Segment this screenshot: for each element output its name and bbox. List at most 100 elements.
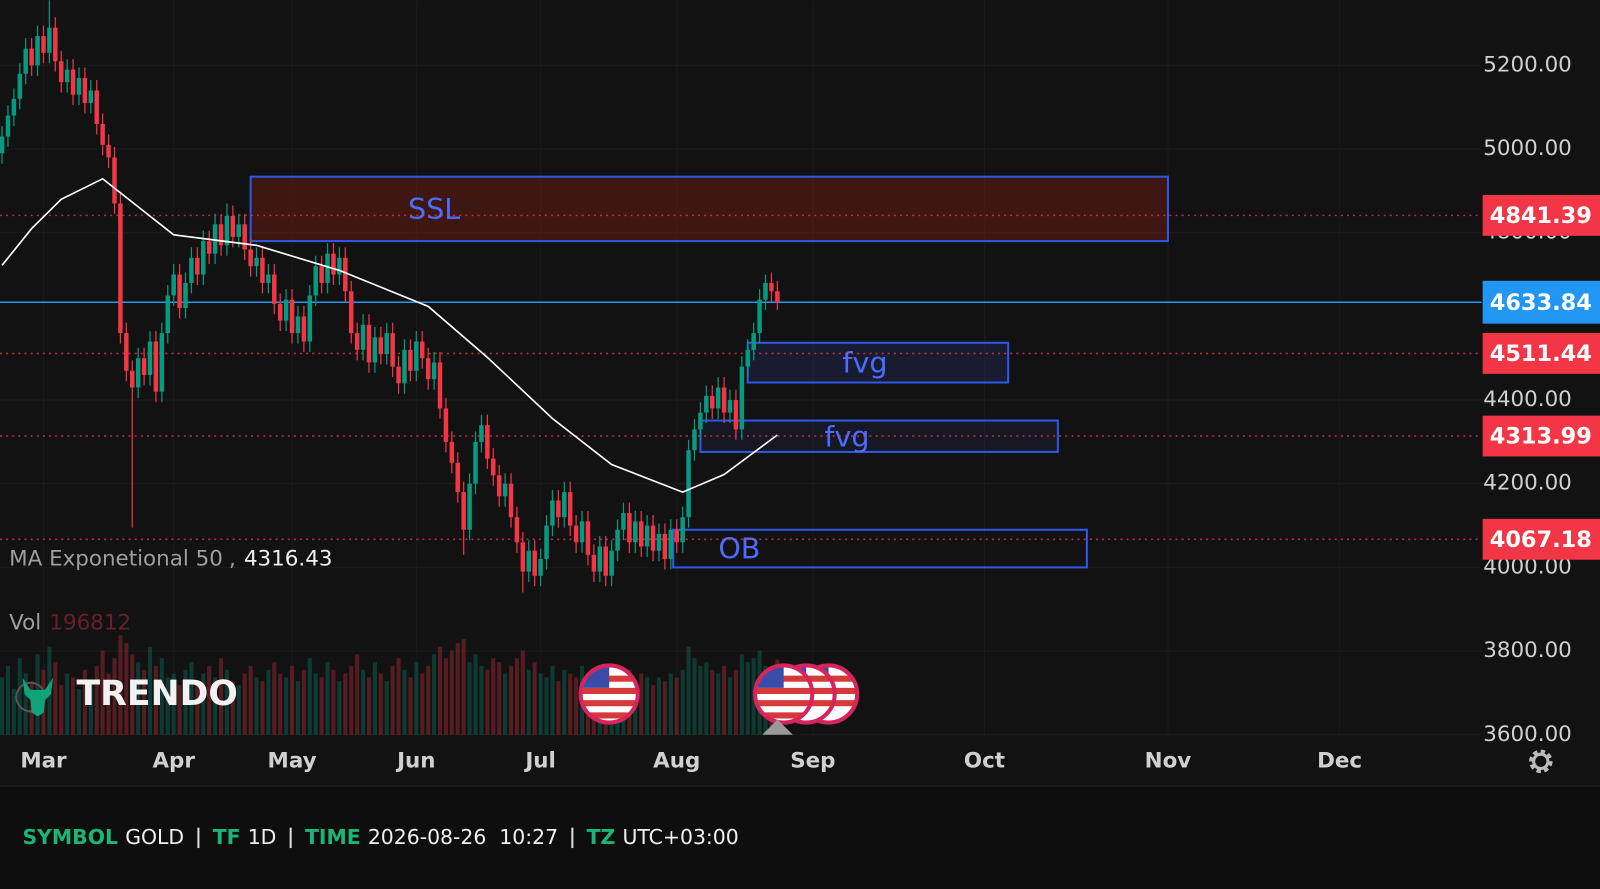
- volume-bar: [686, 646, 691, 735]
- zone-label: SSL: [408, 192, 460, 226]
- volume-bar: [224, 669, 229, 735]
- volume-bar: [136, 662, 141, 735]
- volume-bar: [147, 646, 153, 735]
- candle-body: [573, 525, 579, 543]
- volume-bar: [301, 669, 306, 735]
- volume-bar: [514, 658, 519, 735]
- candle-body: [621, 513, 626, 530]
- candle-body: [343, 257, 348, 292]
- zone-label: OB: [718, 532, 760, 566]
- volume-bar: [414, 662, 419, 735]
- candle-body: [64, 69, 70, 83]
- volume-bar: [491, 658, 496, 735]
- volume-bar: [733, 669, 738, 735]
- candle-body: [775, 291, 780, 303]
- candle-body: [479, 425, 484, 442]
- volume-bar: [189, 662, 194, 735]
- status-key: TIME: [305, 825, 361, 849]
- ma-legend-name: MA Exponetional 50: [9, 546, 223, 571]
- current-price-label: 4633.84: [1490, 290, 1592, 316]
- candle-body: [591, 554, 597, 572]
- ma-line: [1, 177, 778, 494]
- volume-bar: [278, 673, 283, 735]
- level-label-bg: [1482, 518, 1600, 560]
- volume-bar: [503, 673, 508, 735]
- candle-body: [597, 546, 603, 572]
- status-value: 1D: [248, 825, 277, 849]
- logo: TRENDO: [15, 674, 238, 717]
- volume-bar: [656, 677, 662, 735]
- candle-body: [29, 48, 34, 66]
- candle-body: [567, 492, 573, 526]
- status-value: GOLD: [125, 825, 184, 849]
- candle-body: [124, 333, 129, 371]
- candle-body: [431, 362, 437, 380]
- candle-body: [502, 483, 508, 497]
- volume-bar: [295, 681, 300, 735]
- volume-bar: [550, 665, 555, 735]
- candle-body: [354, 333, 360, 350]
- volume-bar: [639, 673, 644, 735]
- volume-bar: [53, 662, 58, 735]
- y-tick-label: 4200.00: [1483, 471, 1572, 496]
- volume-bar: [254, 677, 259, 735]
- candle-body: [53, 27, 58, 62]
- volume-bar: [366, 677, 372, 735]
- candle-body: [183, 282, 188, 309]
- volume-bar: [680, 669, 685, 735]
- y-tick-label: 5200.00: [1483, 52, 1572, 77]
- volume-bar: [343, 673, 348, 735]
- candle-body: [455, 462, 460, 493]
- ma-legend-separator: ,: [229, 546, 236, 571]
- x-tick-label: Sep: [790, 748, 835, 773]
- volume-bar: [177, 685, 182, 735]
- candle-body: [668, 529, 674, 560]
- volume-bar: [562, 669, 567, 735]
- candle-body: [0, 136, 5, 154]
- volume-bar: [201, 673, 206, 735]
- candle-body: [603, 546, 608, 576]
- candle-body: [644, 525, 650, 547]
- volume-bar: [574, 677, 579, 735]
- candle-body: [106, 144, 111, 158]
- volume-bar: [272, 662, 277, 735]
- volume-bar: [538, 673, 543, 735]
- candle-body: [70, 69, 76, 95]
- candle-body: [680, 517, 685, 543]
- volume-bar: [130, 654, 135, 735]
- candle-body: [159, 333, 165, 392]
- x-tick-label: May: [268, 748, 317, 773]
- volume-bar: [159, 658, 164, 735]
- volume-bar: [349, 665, 354, 735]
- overlay: TRENDO: [15, 663, 1553, 774]
- volume-bar: [651, 685, 656, 735]
- candle-body: [715, 387, 721, 409]
- volume-bar: [331, 669, 336, 735]
- volume-bar: [674, 677, 679, 735]
- volume-bar: [65, 673, 70, 735]
- volume-bar: [260, 681, 265, 735]
- y-tick-label: 3600.00: [1483, 722, 1572, 747]
- candle-body: [195, 257, 200, 275]
- candle-body: [769, 282, 774, 292]
- volume-bar: [716, 673, 721, 735]
- candle-body: [402, 349, 407, 384]
- candle-body: [638, 521, 644, 547]
- volume-bar: [17, 658, 22, 735]
- x-tick-label: Aug: [653, 748, 700, 773]
- volume-bar: [355, 654, 360, 735]
- candle-body: [763, 282, 768, 300]
- volume-bar: [402, 669, 407, 735]
- candle-body: [473, 441, 478, 484]
- level-label-bg: [1482, 194, 1600, 236]
- status-value: UTC+03:00: [622, 825, 738, 849]
- candle-body: [538, 559, 543, 576]
- candle-body: [100, 123, 105, 145]
- candle-body: [544, 525, 549, 560]
- status-key: TF: [213, 825, 241, 849]
- settings-button[interactable]: [1529, 749, 1553, 774]
- candle-body: [283, 299, 289, 321]
- volume-bar: [195, 681, 200, 735]
- ma-legend-value: 4316.43: [244, 546, 333, 571]
- candle-body: [650, 525, 656, 551]
